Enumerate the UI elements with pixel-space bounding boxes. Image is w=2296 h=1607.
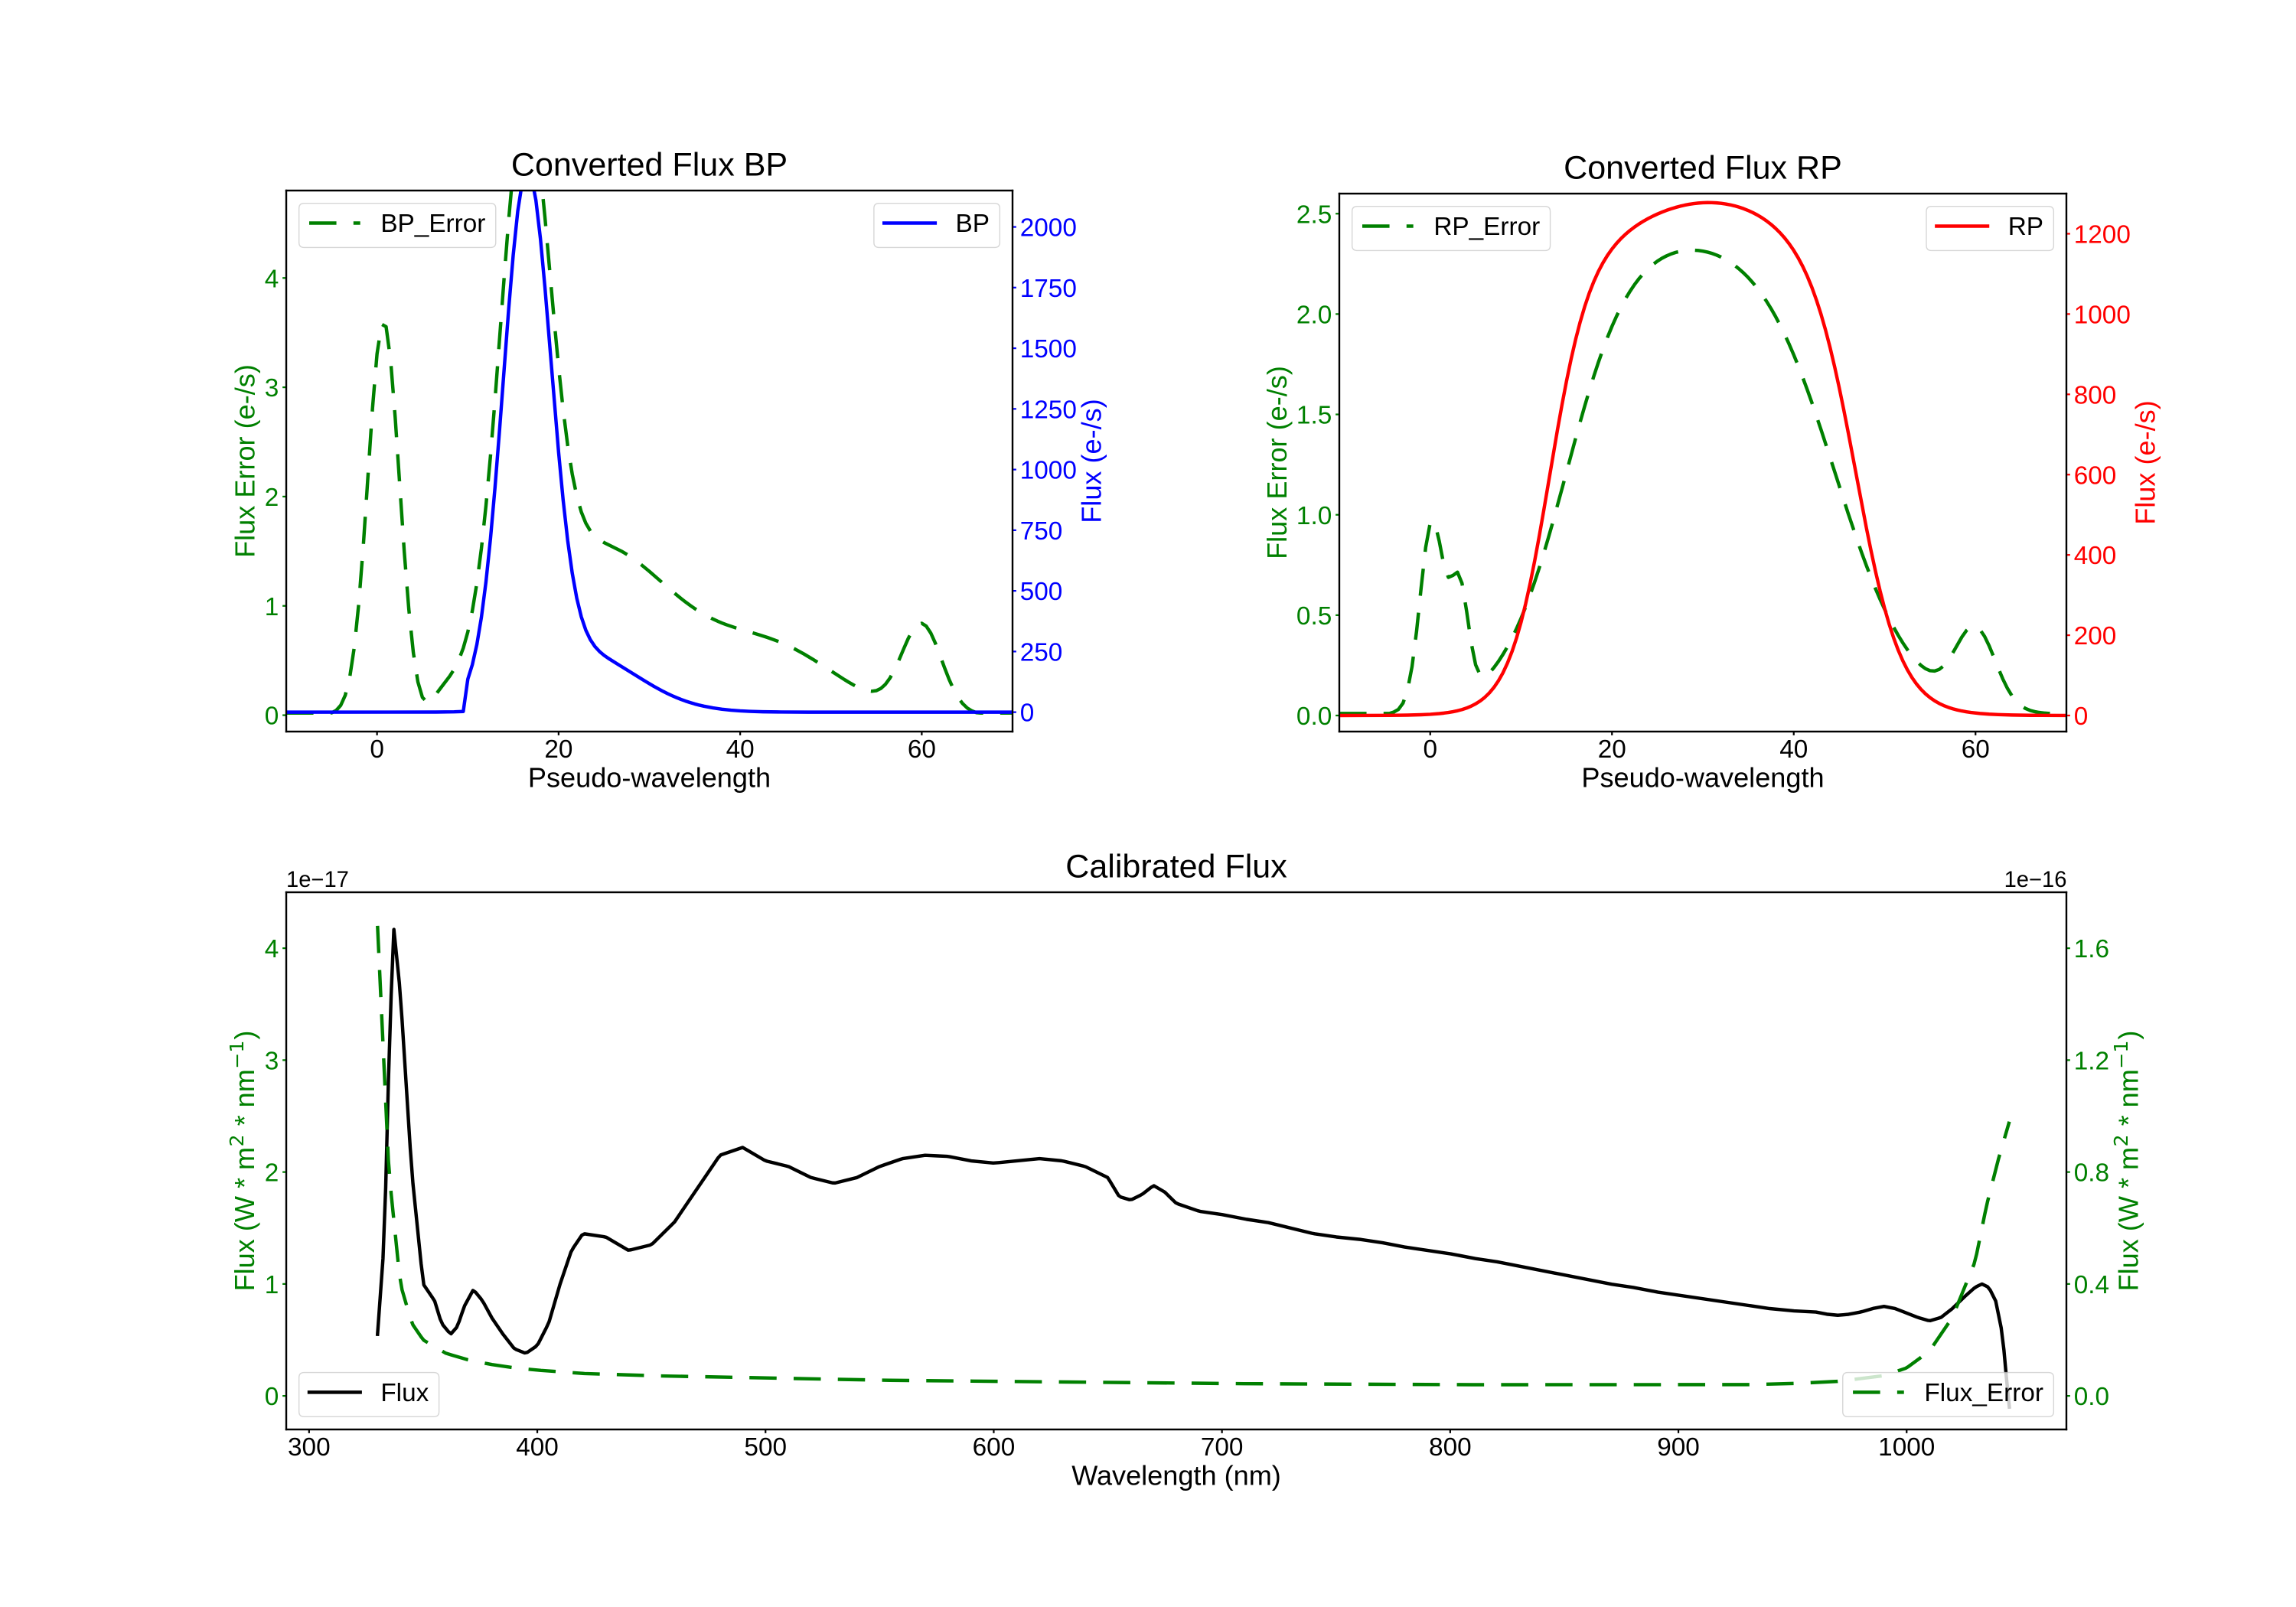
svg-text:1.6: 1.6 [2074,935,2109,963]
svg-text:2000: 2000 [1020,214,1077,243]
svg-text:500: 500 [744,1433,787,1462]
svg-text:Pseudo-wavelength: Pseudo-wavelength [528,762,771,794]
svg-text:800: 800 [1429,1433,1472,1462]
svg-text:BP: BP [956,210,990,238]
svg-text:Flux (e-/s): Flux (e-/s) [1076,399,1107,523]
svg-text:0: 0 [1423,735,1437,764]
svg-text:0.0: 0.0 [2074,1383,2109,1411]
svg-text:1000: 1000 [1020,457,1077,485]
svg-text:40: 40 [726,735,755,764]
svg-text:200: 200 [2074,622,2117,650]
svg-text:600: 600 [2074,461,2117,490]
svg-text:60: 60 [908,735,936,764]
svg-text:0: 0 [370,735,384,764]
svg-text:1250: 1250 [1020,396,1077,424]
svg-text:0.4: 0.4 [2074,1271,2109,1299]
svg-text:1500: 1500 [1020,335,1077,363]
svg-text:20: 20 [544,735,572,764]
svg-text:2: 2 [265,484,279,512]
svg-text:Converted Flux RP: Converted Flux RP [1564,150,1842,187]
svg-text:1.5: 1.5 [1296,402,1332,430]
svg-text:1000: 1000 [2074,301,2131,329]
svg-text:4: 4 [265,265,279,293]
svg-text:40: 40 [1779,735,1808,764]
svg-text:0.8: 0.8 [2074,1159,2109,1188]
svg-text:3: 3 [265,374,279,403]
svg-text:1750: 1750 [1020,275,1077,303]
svg-text:Pseudo-wavelength: Pseudo-wavelength [1581,762,1824,794]
svg-text:F l u x: F l u x ( W * m * n m ) 2 − 1 [226,1026,260,1291]
svg-text:0: 0 [265,1383,279,1411]
svg-text:0: 0 [265,702,279,731]
svg-text:2: 2 [265,1159,279,1188]
svg-text:1000: 1000 [1878,1433,1935,1462]
svg-text:800: 800 [2074,381,2117,409]
svg-text:Flux (e-/s): Flux (e-/s) [2130,400,2161,525]
svg-text:Flux: Flux [380,1379,429,1407]
svg-text:1e−17: 1e−17 [286,868,349,892]
svg-text:0.0: 0.0 [1296,702,1332,731]
svg-text:0: 0 [1020,699,1035,728]
svg-text:600: 600 [973,1433,1016,1462]
svg-text:Flux Error (e-/s): Flux Error (e-/s) [230,364,261,558]
svg-text:1e−16: 1e−16 [2004,868,2067,892]
svg-text:2.0: 2.0 [1296,301,1332,329]
svg-text:1.2: 1.2 [2074,1047,2109,1075]
svg-text:0.5: 0.5 [1296,602,1332,631]
svg-text:0: 0 [2074,702,2089,731]
svg-text:Converted Flux BP: Converted Flux BP [511,147,788,184]
svg-text:400: 400 [516,1433,559,1462]
svg-text:RP_Error: RP_Error [1433,213,1540,241]
svg-text:1.0: 1.0 [1296,502,1332,530]
svg-text:1: 1 [265,593,279,621]
svg-text:500: 500 [1020,578,1063,606]
svg-text:60: 60 [1962,735,1990,764]
svg-text:Flux_Error: Flux_Error [1924,1379,2043,1407]
svg-text:RP: RP [2008,213,2043,241]
svg-text:250: 250 [1020,638,1063,667]
svg-text:1: 1 [265,1271,279,1299]
svg-text:300: 300 [288,1433,331,1462]
svg-text:1200: 1200 [2074,221,2131,249]
svg-text:700: 700 [1201,1433,1244,1462]
svg-text:BP_Error: BP_Error [380,210,485,238]
svg-text:F l u x: F l u x ( W * m * n m ) 2 − 1 [2110,1026,2144,1291]
svg-text:20: 20 [1598,735,1626,764]
svg-text:400: 400 [2074,542,2117,570]
svg-text:2.5: 2.5 [1296,200,1332,229]
svg-text:Wavelength (nm): Wavelength (nm) [1071,1460,1281,1491]
svg-text:Calibrated Flux: Calibrated Flux [1065,849,1287,885]
svg-text:900: 900 [1657,1433,1700,1462]
svg-text:3: 3 [265,1047,279,1075]
svg-text:750: 750 [1020,517,1063,546]
svg-text:4: 4 [265,935,279,963]
svg-text:Flux Error (e-/s): Flux Error (e-/s) [1261,366,1293,559]
